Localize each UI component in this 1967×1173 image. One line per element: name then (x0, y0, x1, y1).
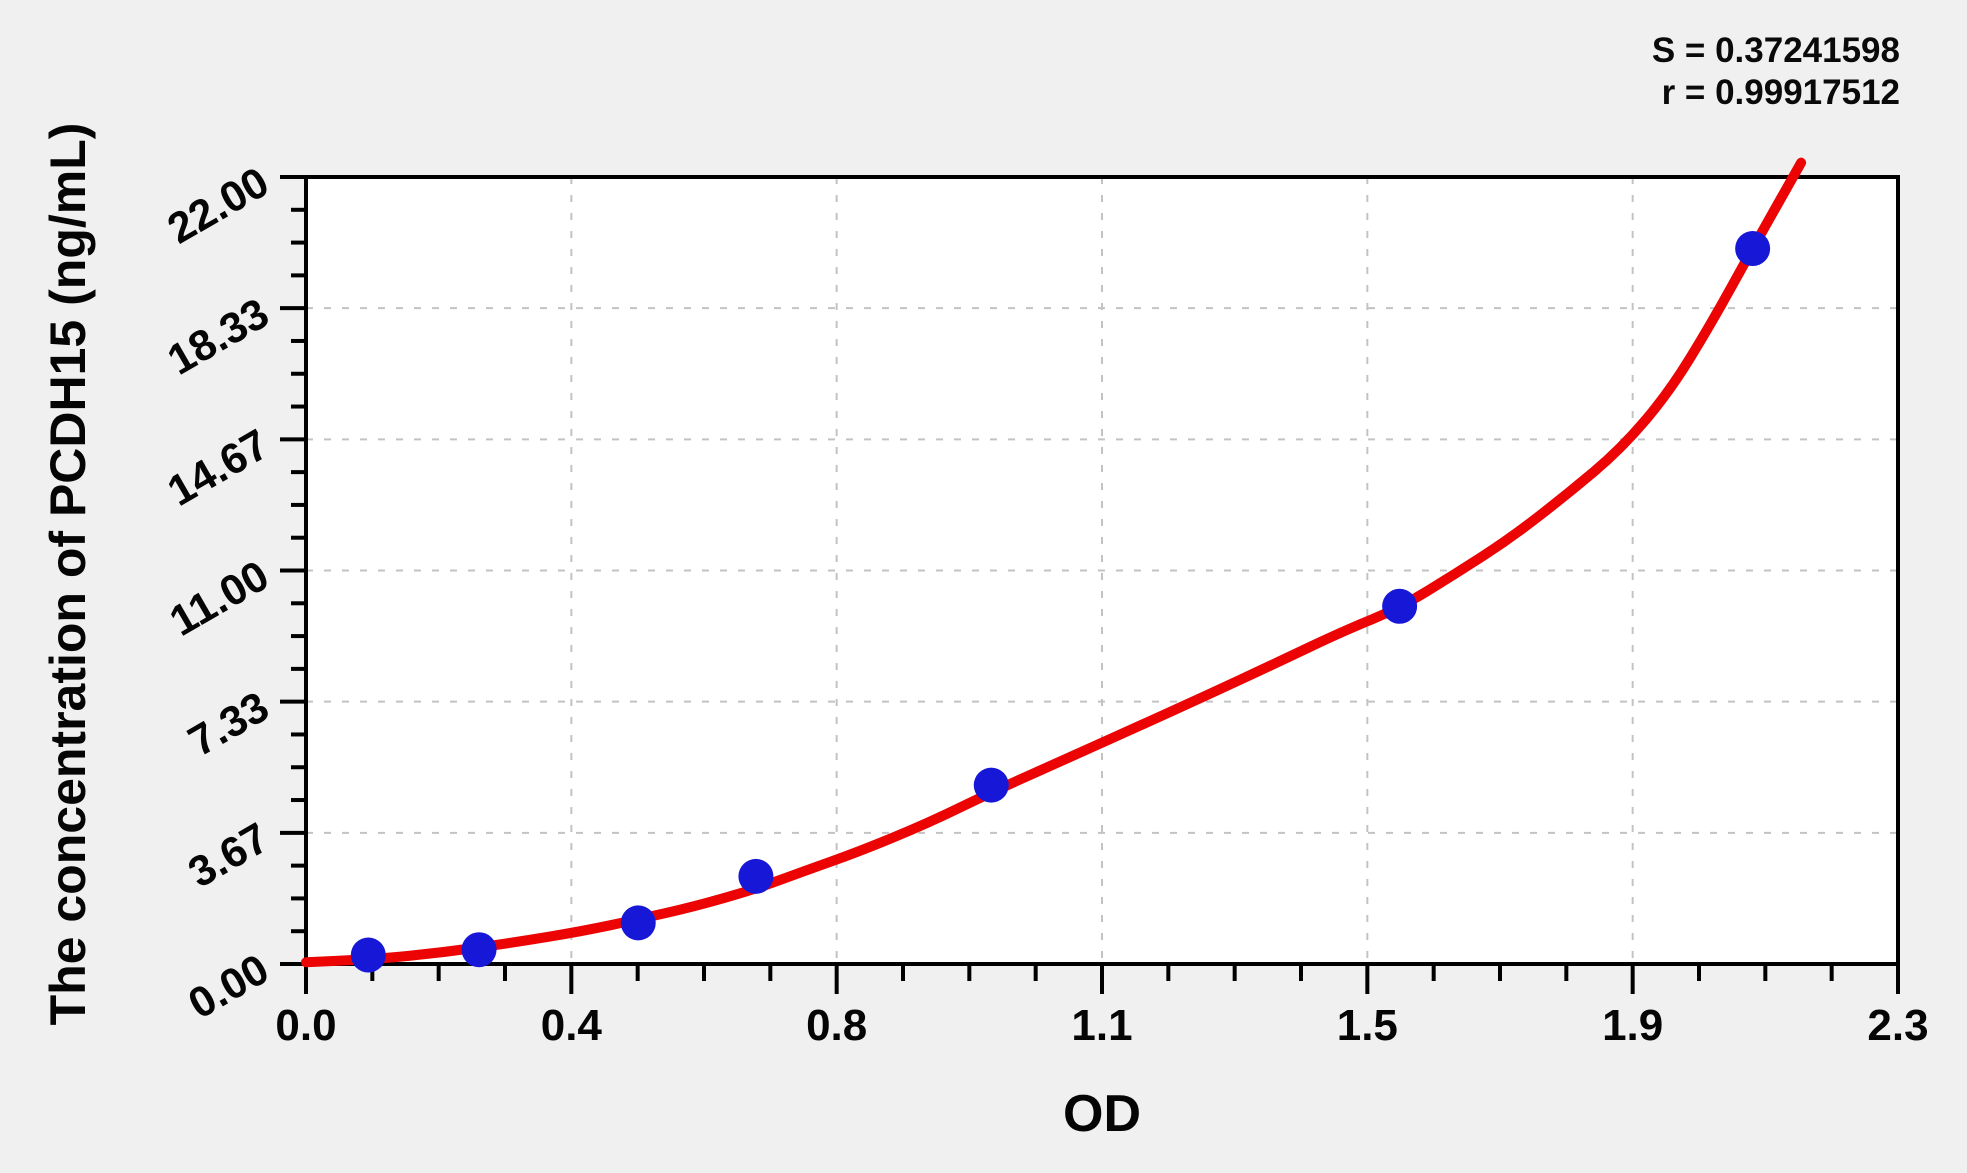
x-tick-label: 1.5 (1337, 1001, 1398, 1050)
plot-frame (304, 175, 1900, 966)
x-tick-label: 0.0 (275, 1001, 336, 1050)
data-point (1735, 231, 1771, 267)
y-tick-label: 22.00 (160, 158, 277, 253)
stat-s-value: S = 0.37241598 (1651, 31, 1900, 70)
data-point (1382, 588, 1418, 624)
fitted-curve (301, 157, 1807, 968)
fit-statistics: S = 0.37241598 r = 0.99917512 (1652, 30, 1900, 114)
y-tick-label: 3.67 (181, 814, 277, 897)
data-point (973, 767, 1009, 803)
data-point (738, 858, 774, 894)
y-tick-label: 7.33 (181, 683, 277, 766)
y-tick-label: 18.33 (160, 289, 277, 384)
y-tick-label: 0.00 (181, 945, 277, 1028)
data-point (461, 932, 497, 968)
x-tick-label: 1.9 (1602, 1001, 1663, 1050)
data-point (620, 905, 656, 941)
y-tick-label: 14.67 (160, 420, 277, 515)
x-axis-title: OD (1063, 1085, 1141, 1143)
x-tick-label: 2.3 (1867, 1001, 1928, 1050)
x-tick-label: 0.8 (806, 1001, 867, 1050)
x-tick-label: 1.1 (1071, 1001, 1132, 1050)
y-tick-label: 11.00 (162, 552, 277, 646)
x-tick-label: 0.4 (541, 1001, 603, 1050)
data-point (350, 937, 386, 973)
stat-r-value: r = 0.99917512 (1661, 73, 1900, 112)
